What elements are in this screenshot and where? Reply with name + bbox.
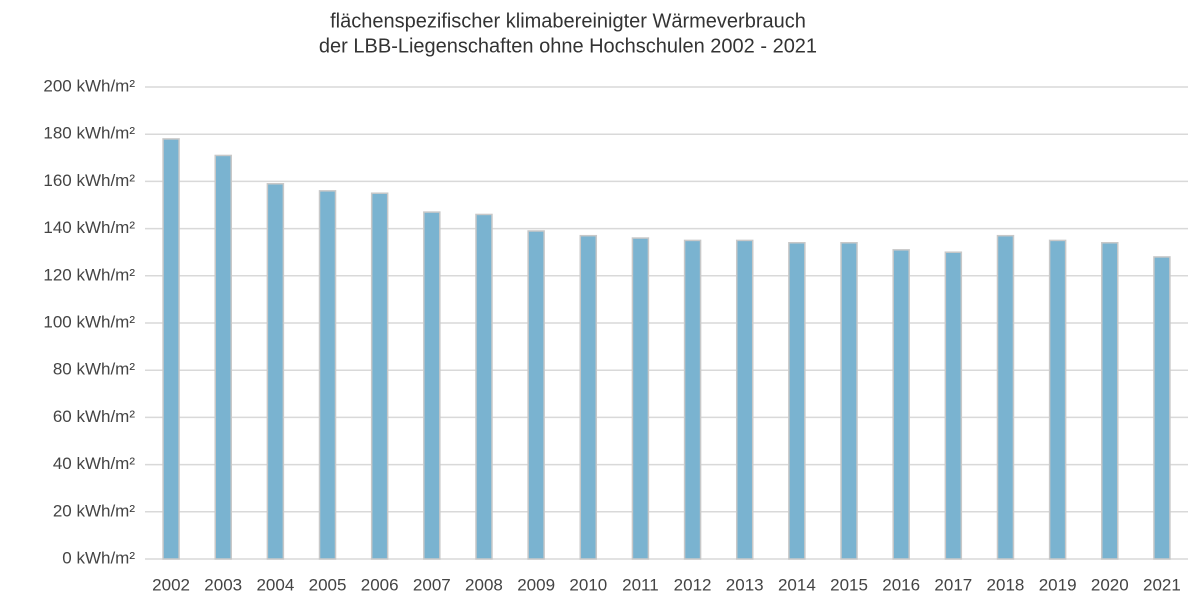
y-tick-label: 200 kWh/m² bbox=[43, 76, 135, 95]
bar bbox=[423, 211, 441, 560]
bar bbox=[527, 230, 545, 560]
x-tick-label: 2012 bbox=[674, 575, 712, 594]
x-tick-label: 2018 bbox=[987, 575, 1025, 594]
y-tick-label: 40 kWh/m² bbox=[53, 454, 136, 473]
bar bbox=[683, 239, 702, 560]
x-tick-label: 2003 bbox=[204, 575, 242, 594]
x-tick-label: 2008 bbox=[465, 575, 503, 594]
bar bbox=[475, 213, 493, 560]
chart-title: flächenspezifischer klimabereinigter Wär… bbox=[330, 10, 806, 32]
x-tick-label: 2011 bbox=[622, 575, 659, 594]
x-tick-label: 2002 bbox=[152, 575, 190, 594]
x-tick-label: 2013 bbox=[726, 575, 764, 594]
bar bbox=[318, 190, 337, 560]
bar bbox=[996, 234, 1015, 560]
x-tick-label: 2009 bbox=[517, 575, 555, 594]
bar bbox=[1153, 256, 1171, 560]
bar bbox=[162, 138, 180, 560]
bar bbox=[214, 154, 232, 560]
x-tick-label: 2006 bbox=[361, 575, 399, 594]
x-tick-label: 2005 bbox=[309, 575, 347, 594]
y-tick-label: 80 kWh/m² bbox=[53, 360, 136, 379]
bar bbox=[266, 183, 285, 560]
bar bbox=[1101, 242, 1119, 560]
x-tick-label: 2004 bbox=[256, 575, 294, 594]
x-tick-label: 2021 bbox=[1143, 575, 1181, 594]
x-tick-label: 2015 bbox=[830, 575, 868, 594]
bar bbox=[944, 251, 963, 560]
y-tick-label: 0 kWh/m² bbox=[62, 548, 135, 567]
x-tick-label: 2007 bbox=[413, 575, 451, 594]
bar bbox=[579, 234, 598, 560]
y-tick-label: 60 kWh/m² bbox=[53, 407, 136, 426]
bar bbox=[735, 239, 754, 560]
bar bbox=[1048, 239, 1067, 560]
x-tick-label: 2017 bbox=[934, 575, 972, 594]
y-tick-label: 140 kWh/m² bbox=[43, 218, 135, 237]
y-tick-label: 160 kWh/m² bbox=[43, 171, 135, 190]
bar bbox=[370, 192, 389, 560]
bar bbox=[788, 242, 806, 560]
bar bbox=[840, 242, 858, 560]
x-tick-label: 2020 bbox=[1091, 575, 1129, 594]
x-tick-label: 2019 bbox=[1039, 575, 1077, 594]
y-tick-label: 180 kWh/m² bbox=[43, 124, 135, 143]
y-tick-label: 120 kWh/m² bbox=[43, 265, 135, 284]
x-tick-label: 2014 bbox=[778, 575, 816, 594]
x-tick-label: 2010 bbox=[569, 575, 607, 594]
y-tick-label: 20 kWh/m² bbox=[53, 501, 136, 520]
y-tick-label: 100 kWh/m² bbox=[43, 312, 135, 331]
chart-title: der LBB-Liegenschaften ohne Hochschulen … bbox=[319, 35, 817, 57]
bar bbox=[631, 237, 650, 560]
x-tick-label: 2016 bbox=[882, 575, 920, 594]
bar bbox=[892, 249, 910, 560]
